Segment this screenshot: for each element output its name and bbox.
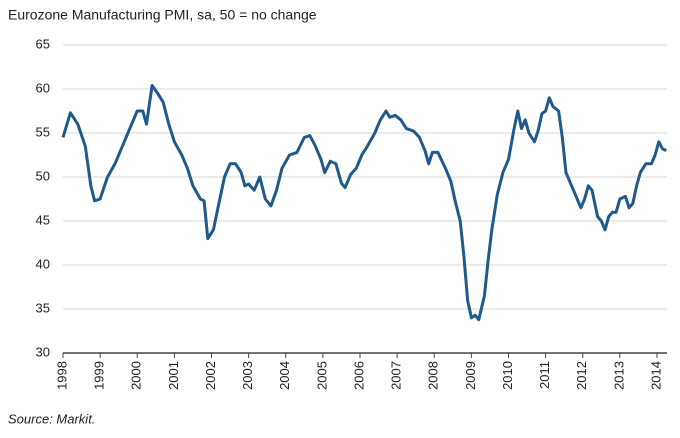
y-tick-label: 45 [36, 212, 50, 227]
x-tick-label: 2009 [463, 361, 478, 390]
x-tick-label: 2010 [500, 361, 515, 390]
x-tick-label: 2013 [611, 361, 626, 390]
x-tick-label: 1999 [92, 361, 107, 390]
y-tick-label: 55 [36, 124, 50, 139]
x-tick-label: 2002 [203, 361, 218, 390]
x-tick-label: 2005 [314, 361, 329, 390]
y-tick-label: 65 [36, 36, 50, 51]
x-tick-label: 2001 [166, 361, 181, 390]
y-tick-label: 40 [36, 256, 50, 271]
x-tick-label: 2011 [537, 361, 552, 389]
source-note: Source: Markit. [8, 411, 95, 426]
x-tick-label: 2008 [426, 361, 441, 390]
y-tick-label: 50 [36, 168, 50, 183]
chart-title: Eurozone Manufacturing PMI, sa, 50 = no … [8, 7, 317, 23]
x-tick-label: 2012 [574, 361, 589, 390]
y-tick-label: 60 [36, 80, 50, 95]
x-tick-label: 2003 [240, 361, 255, 390]
x-tick-label: 2007 [389, 361, 404, 390]
x-tick-label: 2014 [648, 361, 663, 390]
x-tick-label: 2006 [351, 361, 366, 390]
x-tick-label: 2004 [277, 361, 292, 390]
data-line [61, 84, 667, 322]
y-tick-label: 30 [36, 344, 50, 359]
x-tick-label: 2000 [129, 361, 144, 390]
y-tick-label: 35 [36, 300, 50, 315]
x-tick-label: 1998 [54, 361, 69, 390]
